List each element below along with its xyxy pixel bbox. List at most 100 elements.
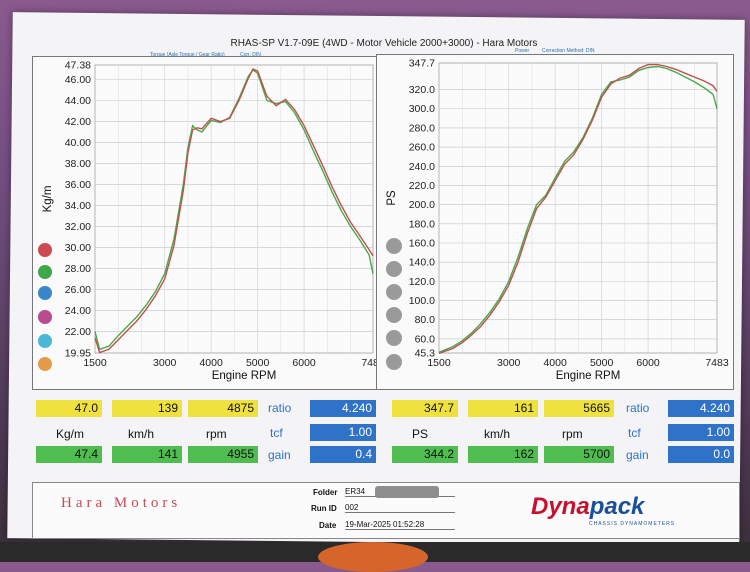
y-tick-label: 100.0 (409, 295, 435, 307)
y-tick-label: 46.00 (65, 74, 91, 86)
footer-panel: Hara Motors Folder ER34 Run ID 002 Date … (32, 482, 740, 539)
runid-value: 002 (345, 503, 455, 513)
right-header-rpm: rpm (562, 427, 583, 441)
right-tcf-value: 1.00 (668, 424, 734, 441)
left-row1-v2: 139 (112, 400, 182, 417)
right-row1-v1: 347.7 (392, 400, 458, 417)
y-tick-label: 120.0 (409, 276, 435, 288)
y-tick-label: 45.3 (415, 348, 436, 360)
y-tick-label: 140.0 (409, 257, 435, 269)
right-header-unit: PS (412, 427, 429, 441)
y-tick-label: 28.00 (65, 263, 91, 275)
y-tick-label: 19.95 (65, 348, 91, 360)
series-line-red (94, 68, 374, 354)
left-row1-v1: 47.0 (36, 400, 102, 417)
y-tick-label: 180.0 (409, 218, 435, 230)
left-row2-v3: 4955 (188, 446, 258, 463)
right-header-speed: km/h (484, 427, 511, 441)
left-gain-value: 0.4 (310, 446, 376, 463)
x-axis-label: Engine RPM (556, 370, 621, 382)
series-dot-orange (38, 357, 52, 371)
y-tick-label: 34.00 (65, 200, 91, 212)
y-tick-label: 347.7 (409, 58, 435, 70)
series-dot-gray (386, 284, 402, 300)
left-row2-v2: 141 (112, 446, 182, 463)
right-gain-label: gain (626, 448, 649, 462)
y-tick-label: 260.0 (409, 142, 435, 154)
left-ratio-value: 4.240 (310, 400, 376, 417)
y-tick-label: 320.0 (409, 84, 435, 96)
x-tick-label: 3000 (497, 357, 521, 369)
y-tick-label: 47.38 (65, 60, 91, 72)
series-dot-gray (386, 238, 402, 254)
y-tick-label: 60.0 (415, 333, 436, 345)
y-tick-label: 280.0 (409, 122, 435, 134)
power-chart: 347.7 320.0 300.0 280.0 260.0 240.0 220.0 200.0… (376, 54, 734, 390)
left-tcf-label: tcf (270, 426, 283, 440)
y-axis-label: PS (386, 190, 398, 206)
y-tick-label: 220.0 (409, 180, 435, 192)
date-value: 19-Mar-2025 01:52:28 (345, 520, 455, 530)
plot-area (438, 62, 718, 354)
series-dot-gray (386, 330, 402, 346)
left-ratio-label: ratio (268, 401, 292, 415)
right-ratio-label: ratio (626, 401, 650, 415)
left-header-unit: Kg/m (56, 427, 85, 441)
series-dot-gray (386, 354, 402, 370)
left-header-rpm: rpm (206, 427, 227, 441)
x-tick-label: 1500 (83, 357, 107, 369)
series-line-green (438, 65, 718, 353)
y-tick-label: 22.00 (65, 326, 91, 338)
y-tick-label: 38.00 (65, 158, 91, 170)
x-tick-label: 5000 (590, 357, 614, 369)
x-tick-label: 4000 (543, 357, 567, 369)
y-tick-label: 42.00 (65, 116, 91, 128)
y-tick-label: 300.0 (409, 103, 435, 115)
x-tick-label: 6000 (292, 357, 316, 369)
chart-title: RHAS-SP V1.7-09E (4WD - Motor Vehicle 20… (230, 38, 538, 49)
left-row1-v3: 4875 (188, 400, 258, 417)
y-axis-label: Kg/m (42, 186, 54, 213)
y-tick-label: 40.00 (65, 137, 91, 149)
y-tick-label: 200.0 (409, 199, 435, 211)
left-tcf-value: 1.00 (310, 424, 376, 441)
right-row1-v2: 161 (468, 400, 538, 417)
y-tick-label: 160.0 (409, 238, 435, 250)
right-row2-v2: 162 (468, 446, 538, 463)
right-sub-label-corr: Correction Method: DIN (542, 48, 595, 54)
y-tick-label: 36.00 (65, 179, 91, 191)
date-label: Date (319, 521, 337, 530)
folder-label: Folder (313, 488, 338, 497)
right-row2-v3: 5700 (544, 446, 614, 463)
left-sub-label-torque: Torque (Axle Torque / Gear Ratio) (150, 52, 225, 58)
right-gain-value: 0.0 (668, 446, 734, 463)
company-name: Hara Motors (61, 495, 182, 511)
x-tick-label: 4000 (199, 357, 223, 369)
right-sub-label-power: Power (515, 48, 530, 54)
redaction-block (375, 486, 439, 498)
background-knob (318, 542, 428, 572)
y-tick-label: 44.00 (65, 95, 91, 107)
left-sub-label-corr: Corr. DIN (240, 52, 261, 58)
y-tick-label: 30.00 (65, 242, 91, 254)
y-tick-label: 80.0 (415, 314, 436, 326)
y-tick-label: 32.00 (65, 221, 91, 233)
y-tick-label: 26.00 (65, 284, 91, 296)
series-dot-cyan (38, 334, 52, 348)
right-row2-v1: 344.2 (392, 446, 458, 463)
series-dot-gray (386, 261, 402, 277)
series-line-red (438, 63, 718, 354)
x-tick-label: 3000 (153, 357, 177, 369)
x-tick-label: 5000 (246, 357, 270, 369)
left-row2-v1: 47.4 (36, 446, 102, 463)
y-tick-label: 24.00 (65, 305, 91, 317)
x-tick-label: 7483 (705, 357, 729, 369)
dynapack-tagline: CHASSIS DYNAMOMETERS (589, 521, 676, 527)
left-gain-label: gain (268, 448, 291, 462)
series-dot-gray (386, 307, 402, 323)
series-dot-red (38, 243, 52, 257)
runid-label: Run ID (311, 504, 337, 513)
series-dot-green (38, 265, 52, 279)
dynapack-logo: Dynapack (531, 493, 645, 520)
x-axis-label: Engine RPM (212, 370, 277, 382)
